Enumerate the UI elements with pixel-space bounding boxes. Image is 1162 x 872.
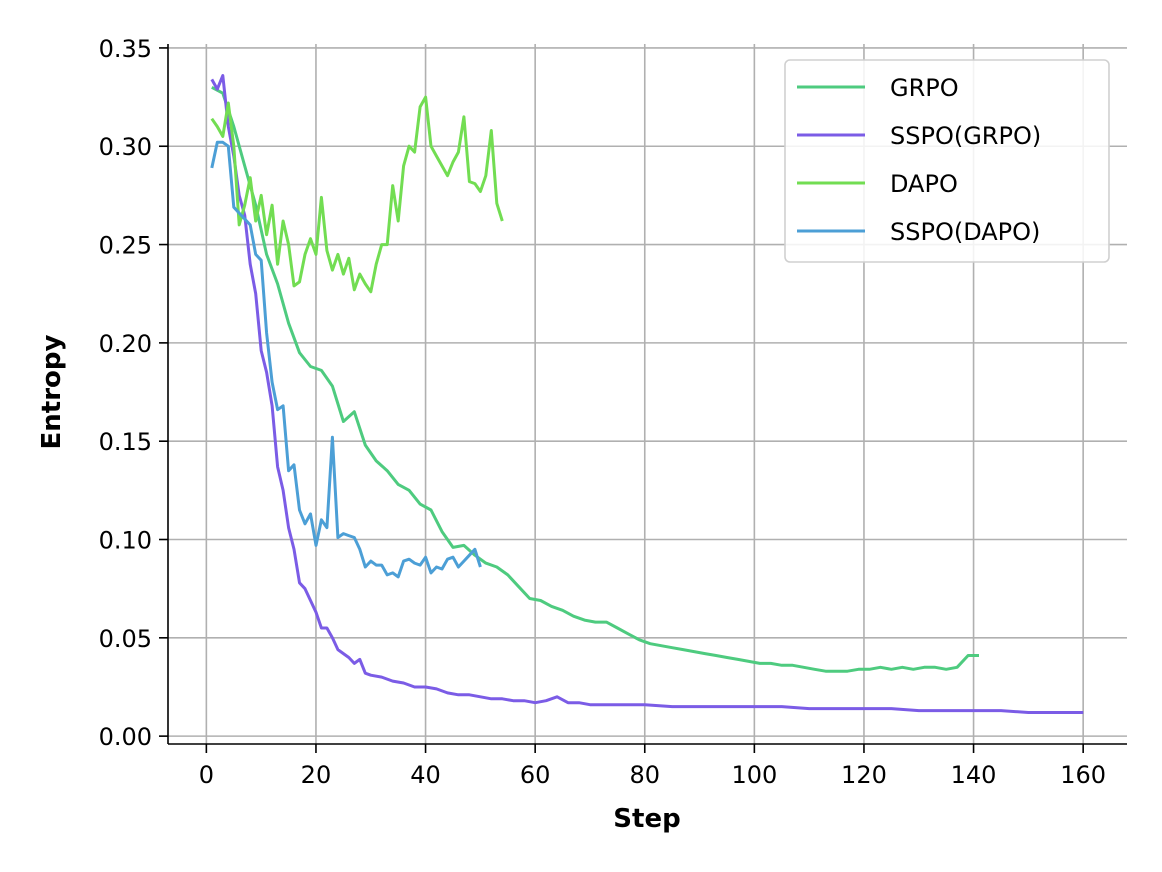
x-tick-label: 140	[951, 761, 997, 789]
axes	[167, 44, 1127, 745]
series-line-sspo-dapo	[210, 140, 482, 579]
y-tick-label: 0.20	[99, 330, 152, 358]
x-tick-label: 60	[520, 761, 551, 789]
x-tick-label: 40	[410, 761, 441, 789]
y-axis-title: Entropy	[37, 334, 67, 449]
series-line-sspo-grpo	[210, 74, 1084, 714]
x-tick-label: 80	[629, 761, 660, 789]
y-tick-label: 0.35	[99, 35, 152, 63]
y-axis-ticks: 0.00 0.05 0.10 0.15 0.20 0.25 0.30 0.35	[99, 35, 168, 751]
x-tick-label: 120	[841, 761, 887, 789]
grid-lines	[168, 44, 1127, 744]
y-tick-label: 0.10	[99, 527, 152, 555]
series-line-grpo	[211, 85, 979, 673]
legend-label: GRPO	[890, 74, 959, 102]
y-tick-label: 0.05	[99, 625, 152, 653]
x-tick-label: 100	[731, 761, 777, 789]
x-tick-label: 0	[199, 761, 214, 789]
series-lines	[210, 74, 1084, 714]
x-axis-ticks: 0 20 40 60 80 100 120 140 160	[199, 744, 1106, 789]
legend-box	[784, 59, 1110, 263]
legend: GRPO SSPO(GRPO) DAPO SSPO(DAPO)	[784, 59, 1110, 263]
legend-label: SSPO(GRPO)	[890, 122, 1041, 150]
y-tick-label: 0.25	[99, 232, 152, 260]
y-tick-label: 0.15	[99, 428, 152, 456]
x-tick-label: 20	[301, 761, 332, 789]
x-tick-label: 160	[1060, 761, 1106, 789]
series-line-dapo	[210, 95, 504, 294]
y-tick-label: 0.00	[99, 723, 152, 751]
y-tick-label: 0.30	[99, 133, 152, 161]
legend-label: DAPO	[890, 170, 958, 198]
x-axis-title: Step	[613, 804, 680, 834]
legend-label: SSPO(DAPO)	[890, 218, 1040, 246]
